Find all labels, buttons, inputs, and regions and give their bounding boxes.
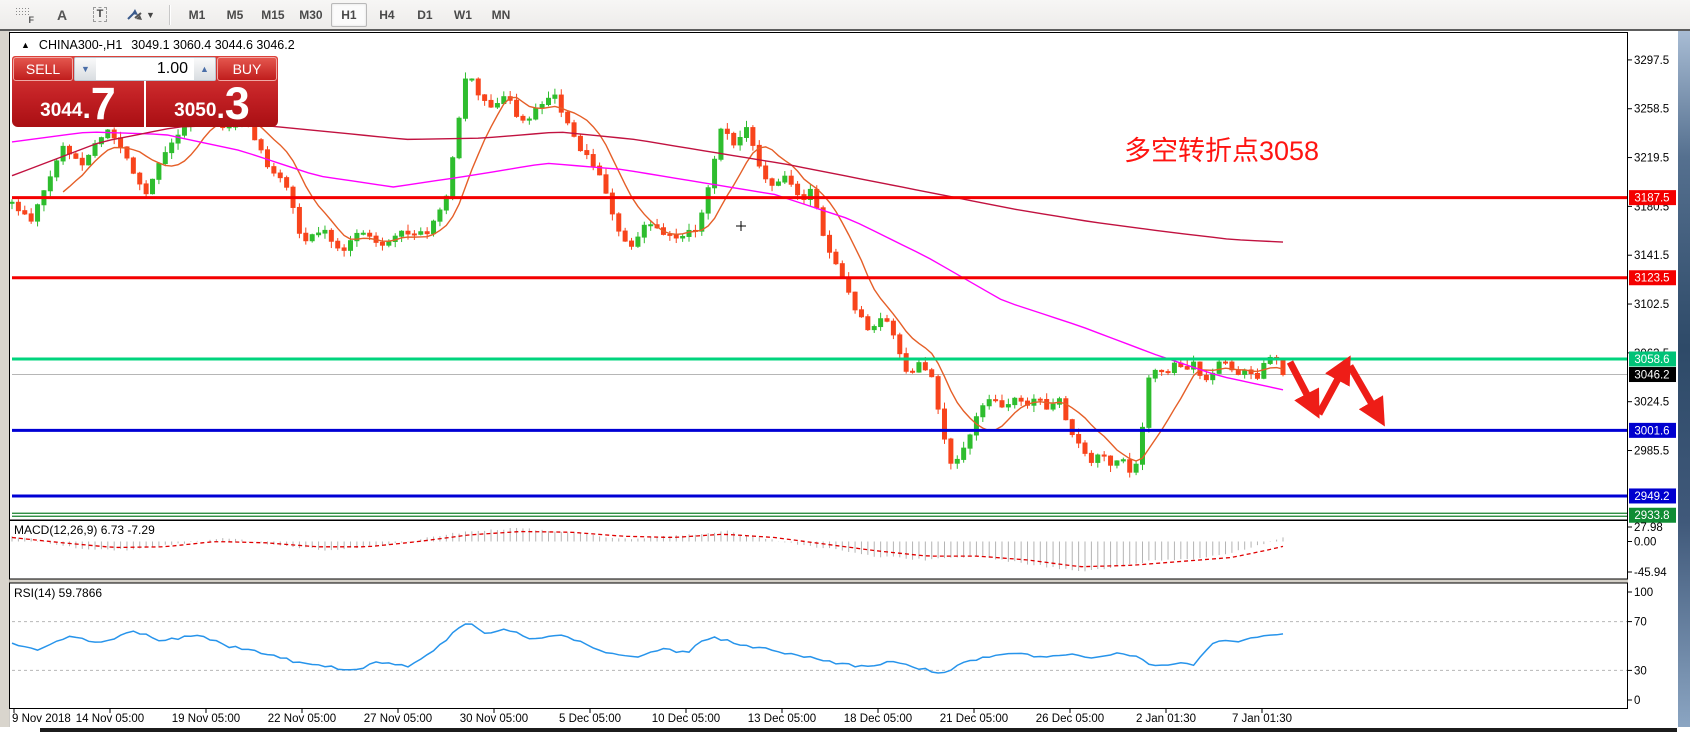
volume-input[interactable] bbox=[96, 58, 194, 80]
window-right-edge bbox=[1678, 31, 1690, 733]
date-tick-label: 27 Nov 05:00 bbox=[364, 713, 432, 725]
timeframe-button-mn[interactable]: MN bbox=[491, 7, 511, 22]
level-price-label-text: 3187.5 bbox=[1634, 193, 1669, 205]
macd-tick-label: 0.00 bbox=[1634, 537, 1656, 549]
level-price-label-text: 2949.2 bbox=[1634, 491, 1669, 503]
price-tick-label: 3297.5 bbox=[1634, 55, 1669, 67]
price-tick-label: 2985.5 bbox=[1634, 446, 1669, 458]
timeframe-button-m1[interactable]: M1 bbox=[188, 7, 206, 22]
level-price-label bbox=[1629, 190, 1676, 206]
date-tick-label: 13 Dec 05:00 bbox=[748, 713, 816, 725]
timeframe-button-m5[interactable]: M5 bbox=[226, 7, 244, 22]
draw-arrows-icon[interactable]: ▼ bbox=[120, 3, 161, 27]
current-price-label-text: 3046.2 bbox=[1634, 370, 1669, 382]
rsi-label: RSI(14) 59.7866 bbox=[14, 586, 103, 600]
date-tick-label: 7 Jan 01:30 bbox=[1232, 713, 1292, 725]
level-price-label-text: 3001.6 bbox=[1634, 425, 1669, 437]
date-tick-label: 22 Nov 05:00 bbox=[268, 713, 336, 725]
ohlc-values: 3049.1 3060.4 3044.6 3046.2 bbox=[131, 38, 295, 52]
price-tick-label: 3024.5 bbox=[1634, 397, 1669, 409]
macd-tick-label: -45.94 bbox=[1634, 567, 1667, 579]
toolbar-shadow bbox=[0, 29, 1690, 32]
date-tick-label: 19 Nov 05:00 bbox=[172, 713, 240, 725]
draw-arrows-icon bbox=[127, 8, 142, 20]
date-tick-label: 18 Dec 05:00 bbox=[844, 713, 912, 725]
ask-price[interactable]: 3050. 3 bbox=[144, 81, 278, 127]
timeframe-button-h1[interactable]: H1 bbox=[330, 2, 367, 27]
toolbar: F A T ▼ M1 M5 M15 M30 H1 H4 D1 W1 MN bbox=[0, 0, 1690, 29]
one-click-trading-panel: SELL ▼ ▲ BUY 3044.7 3050.3 bbox=[12, 56, 278, 127]
price-tick-label: 3141.5 bbox=[1634, 250, 1669, 262]
toolbar-separator bbox=[168, 4, 171, 25]
level-price-label bbox=[1629, 507, 1676, 523]
rsi-tick-label: 70 bbox=[1634, 617, 1647, 629]
timeframe-group: M1 M5 M15 M30 H1 H4 D1 W1 MN bbox=[179, 2, 519, 27]
date-tick-label: 5 Dec 05:00 bbox=[559, 713, 621, 725]
timeframe-button-m30[interactable]: M30 bbox=[299, 7, 323, 22]
volume-decrease-button[interactable]: ▼ bbox=[75, 58, 96, 80]
timeframe-button-d1[interactable]: D1 bbox=[417, 7, 433, 22]
date-tick-label: 21 Dec 05:00 bbox=[940, 713, 1008, 725]
chart-ohlc-header: ▲ CHINA300-,H1 3049.1 3060.4 3044.6 3046… bbox=[21, 38, 295, 52]
text-label-icon[interactable]: A bbox=[56, 6, 68, 23]
text-box-icon[interactable]: T bbox=[82, 3, 118, 27]
timeframe-button-m15[interactable]: M15 bbox=[261, 7, 285, 22]
rsi-tick-label: 30 bbox=[1634, 665, 1647, 677]
price-tick-label: 3219.5 bbox=[1634, 153, 1669, 165]
buy-button[interactable]: BUY bbox=[217, 57, 277, 81]
date-tick-label: 14 Nov 05:00 bbox=[76, 713, 144, 725]
level-price-label bbox=[1629, 351, 1676, 367]
collapse-triangle-icon[interactable]: ▲ bbox=[21, 40, 30, 50]
level-price-label bbox=[1629, 422, 1676, 438]
price-tick-label: 3258.5 bbox=[1634, 104, 1669, 116]
rsi-tick-label: 0 bbox=[1634, 695, 1640, 707]
date-tick-label: 9 Nov 2018 bbox=[12, 713, 71, 725]
forecast-arrow-annotation bbox=[1286, 355, 1385, 427]
window-bottom-edge bbox=[0, 727, 1690, 733]
timeframe-button-w1[interactable]: W1 bbox=[453, 7, 472, 22]
level-price-label-text: 3123.5 bbox=[1634, 273, 1669, 285]
current-price-label bbox=[1629, 367, 1676, 383]
date-tick-label: 30 Nov 05:00 bbox=[460, 713, 528, 725]
timeframe-button-h4[interactable]: H4 bbox=[379, 7, 395, 22]
level-price-label bbox=[1629, 488, 1676, 504]
level-price-label-text: 2933.8 bbox=[1634, 510, 1669, 522]
volume-increase-button[interactable]: ▲ bbox=[194, 58, 215, 80]
price-tick-label: 3102.5 bbox=[1634, 299, 1669, 311]
sell-button[interactable]: SELL bbox=[13, 57, 73, 81]
volume-stepper: ▼ ▲ bbox=[74, 57, 216, 81]
symbol-period-label: CHINA300-,H1 bbox=[38, 38, 123, 52]
level-price-label bbox=[1629, 270, 1676, 286]
chart-text-annotation: 多空转折点3058 bbox=[1124, 136, 1320, 166]
macd-label: MACD(12,26,9) 6.73 -7.29 bbox=[14, 523, 155, 537]
date-tick-label: 2 Jan 01:30 bbox=[1136, 713, 1196, 725]
macd-tick-label: 27.98 bbox=[1634, 522, 1663, 534]
level-price-label-text: 3058.6 bbox=[1634, 354, 1669, 366]
date-tick-label: 26 Dec 05:00 bbox=[1036, 713, 1104, 725]
dropdown-caret-icon: ▼ bbox=[146, 9, 155, 20]
date-tick-label: 10 Dec 05:00 bbox=[652, 713, 720, 725]
grid-f-icon: F bbox=[15, 7, 34, 25]
grid-f-icon[interactable]: F bbox=[6, 3, 42, 27]
bid-price[interactable]: 3044. 7 bbox=[40, 78, 116, 129]
rsi-tick-label: 100 bbox=[1634, 587, 1653, 599]
